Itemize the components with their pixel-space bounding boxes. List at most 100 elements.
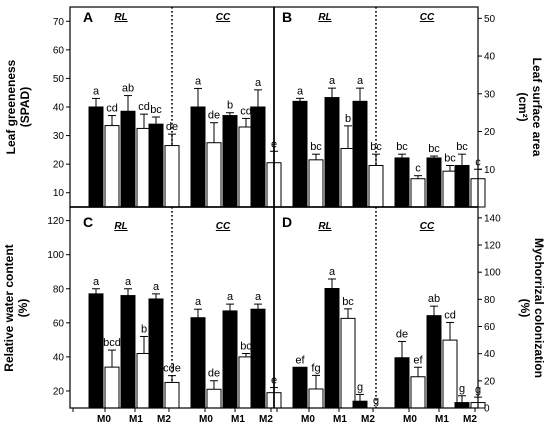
black-bar-B-2 [352, 100, 368, 208]
white-bar-A-2 [164, 145, 180, 208]
black-bar-C-4 [222, 310, 238, 409]
group-label-RL: RL [114, 12, 127, 23]
y-axis-title-B-line: Leaf surface area [530, 58, 544, 157]
white-bar-A-0 [104, 125, 120, 208]
significance-letter-B-0-0: a [297, 85, 304, 97]
y-tick-label: 40 [484, 52, 496, 63]
panel-label-B: B [282, 9, 292, 25]
black-bar-C-1 [120, 295, 136, 409]
significance-letter-C-2-0: a [153, 281, 160, 293]
y-tick-label: 20 [484, 127, 496, 138]
y-tick-label: 50 [53, 74, 65, 85]
significance-letter-A-1-1: cd [138, 101, 150, 113]
significance-letter-D-3-1: ef [413, 354, 423, 366]
black-bar-A-1 [120, 110, 136, 208]
black-bar-A-2 [148, 123, 164, 208]
white-bar-C-2 [164, 381, 180, 409]
white-bar-B-3 [410, 178, 426, 208]
white-bar-D-1 [340, 317, 356, 409]
y-tick-label: 20 [484, 376, 496, 387]
black-bar-A-0 [88, 106, 104, 208]
significance-letter-C-4-1: bc [240, 340, 252, 352]
black-bar-D-3 [394, 357, 410, 409]
y-tick-label: 40 [53, 352, 65, 363]
x-tick-label-D-2: M2 [361, 414, 375, 425]
black-bar-C-2 [148, 298, 164, 409]
y-tick-label: 60 [53, 45, 65, 56]
y-axis-title-C-line: Relative water content [2, 244, 16, 371]
y-tick-label: 80 [53, 284, 65, 295]
y-tick-label: 100 [484, 268, 501, 279]
black-bar-D-0 [292, 366, 308, 409]
black-bar-D-5 [454, 402, 470, 409]
group-label-CC: CC [216, 221, 231, 232]
significance-letter-D-4-0: ab [428, 293, 440, 305]
significance-letter-A-0-0: a [93, 85, 100, 97]
x-tick-label-C-1: M1 [129, 414, 143, 425]
significance-letter-C-3-0: a [195, 296, 202, 308]
panel-label-A: A [83, 9, 93, 25]
y-axis-title-B-line: (cm²) [516, 92, 530, 121]
black-bar-A-4 [222, 115, 238, 208]
y-tick-label: 0 [484, 404, 490, 415]
significance-letter-D-5-0: g [459, 383, 465, 395]
x-tick-label-C-0: M0 [97, 414, 111, 425]
y-axis-title-A: Leaf greeneness(SPAD) [4, 59, 32, 154]
x-tick-label-D-3: M0 [403, 414, 417, 425]
significance-letter-B-2-1: bc [370, 141, 382, 153]
black-bar-B-3 [394, 157, 410, 208]
y-tick-label: 120 [484, 241, 501, 252]
black-bar-A-3 [190, 106, 206, 208]
white-bar-C-3 [206, 388, 222, 409]
y-tick-label: 40 [484, 349, 496, 360]
black-bar-D-1 [324, 287, 340, 409]
significance-letter-A-2-1: de [166, 121, 178, 133]
significance-letter-D-3-0: de [396, 328, 408, 340]
significance-letter-A-3-0: a [195, 75, 202, 87]
y-tick-label: 80 [484, 295, 496, 306]
black-bar-A-5 [250, 106, 266, 208]
white-bar-D-3 [410, 376, 426, 409]
group-label-RL: RL [318, 12, 331, 23]
white-bar-D-0 [308, 388, 324, 409]
significance-letter-B-0-1: bc [310, 141, 322, 153]
y-tick-label: 50 [484, 14, 496, 25]
significance-letter-A-4-0: b [227, 100, 233, 112]
x-tick-label-D-5: M2 [463, 414, 477, 425]
significance-letter-C-3-1: de [208, 368, 220, 380]
group-label-CC: CC [420, 221, 435, 232]
y-axis-title-A-line: Leaf greeneness [4, 59, 18, 154]
significance-letter-D-4-1: cd [444, 309, 456, 321]
black-bar-B-1 [324, 97, 340, 208]
black-bar-D-2 [352, 400, 368, 409]
significance-letter-B-3-0: bc [396, 141, 408, 153]
significance-letter-A-0-1: cd [106, 103, 118, 115]
white-bar-B-0 [308, 159, 324, 208]
x-tick-label-C-5: M2 [259, 414, 273, 425]
x-tick-label-C-3: M0 [199, 414, 213, 425]
significance-letter-B-5-0: bc [456, 141, 468, 153]
significance-letter-C-2-1: cde [163, 363, 181, 375]
y-tick-label: 10 [53, 188, 65, 199]
black-bar-C-5 [250, 308, 266, 409]
significance-letter-B-4-1: bc [444, 152, 456, 164]
black-bar-B-4 [426, 157, 442, 208]
group-label-CC: CC [216, 12, 231, 23]
white-bar-A-3 [206, 142, 222, 208]
group-label-RL: RL [114, 221, 127, 232]
significance-letter-D-1-0: a [329, 266, 336, 278]
significance-letter-B-3-1: c [415, 163, 421, 175]
significance-letter-C-0-0: a [93, 276, 100, 288]
x-tick-label-C-4: M1 [231, 414, 245, 425]
y-axis-title-D-line: (%) [518, 299, 532, 318]
group-label-CC: CC [420, 12, 435, 23]
x-tick-label-D-1: M1 [333, 414, 347, 425]
significance-letter-A-1-0: ab [122, 83, 134, 95]
significance-letter-D-2-0: g [357, 381, 363, 393]
black-bar-B-0 [292, 100, 308, 208]
white-bar-D-4 [442, 339, 458, 409]
significance-letter-A-5-0: a [255, 77, 262, 89]
significance-letter-A-3-1: de [208, 110, 220, 122]
significance-letter-B-1-0: a [329, 75, 336, 87]
